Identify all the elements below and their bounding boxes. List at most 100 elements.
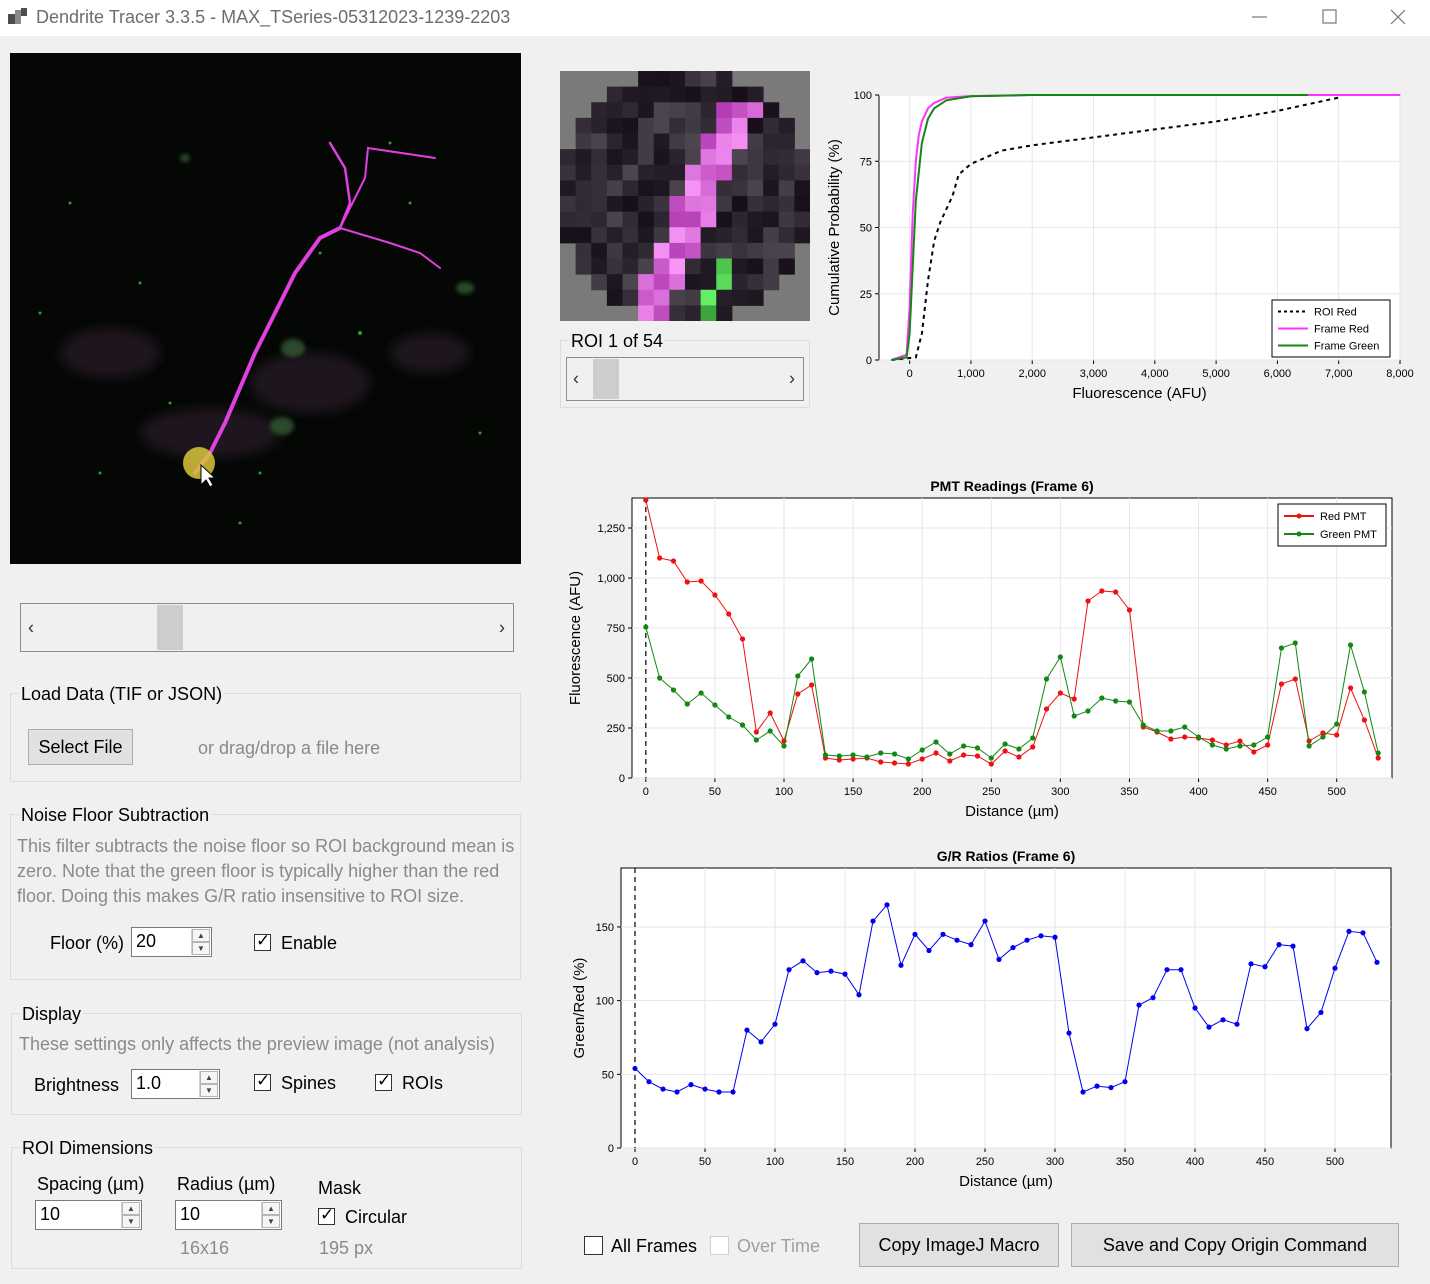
copy-imagej-macro-button[interactable]: Copy ImageJ Macro [859,1223,1059,1267]
roi-pixel [778,196,795,213]
data-point [1262,964,1268,970]
data-point [1375,755,1381,761]
scroll-left-icon[interactable]: ‹ [28,617,34,637]
spin-up-icon[interactable]: ▲ [122,1202,140,1215]
radius-label: Radius (µm) [177,1174,276,1194]
data-point [660,1086,666,1092]
roi-pixel [716,180,733,197]
data-point [1318,1009,1324,1016]
data-point [1209,737,1215,743]
data-point [905,756,911,762]
x-tick-label: 3,000 [1080,368,1108,380]
roi-pixel [638,196,655,213]
roi-pixel [716,196,733,213]
radius-value[interactable]: 10 [180,1204,201,1224]
data-point [1085,598,1091,604]
data-point [1206,1024,1212,1030]
data-point [1043,676,1050,682]
roi-pixel [653,117,670,134]
spines-checkbox[interactable] [254,1071,271,1091]
roi-pixel [700,196,717,213]
circular-label[interactable]: Circular [345,1207,408,1227]
roi-pixel [606,274,623,291]
data-point [974,745,981,751]
roi-pixel [763,117,780,134]
scroll-left-icon[interactable]: ‹ [573,368,579,389]
radius-spinner[interactable]: 10 ▲ ▼ [175,1200,282,1230]
roi-pixel [669,242,686,259]
data-point [1234,1021,1240,1027]
all-frames-label[interactable]: All Frames [611,1236,698,1256]
roi-pixel [747,227,764,244]
spin-up-icon[interactable]: ▲ [192,929,210,942]
floor-value[interactable]: 20 [136,931,157,951]
spin-down-icon[interactable]: ▼ [200,1084,218,1097]
roi-pixel [716,289,733,306]
floor-spinner[interactable]: 20 ▲ ▼ [131,927,212,957]
data-point [1043,706,1050,712]
roi-pixel [778,133,795,150]
scroll-thumb[interactable] [593,359,619,399]
roi-thumbnail [560,71,811,322]
minimize-button[interactable] [1225,0,1295,36]
rois-label[interactable]: ROIs [402,1073,444,1093]
legend-label: Green PMT [1320,529,1377,541]
data-point [822,752,829,758]
all-frames-checkbox[interactable] [584,1236,603,1255]
scroll-right-icon[interactable]: › [499,617,505,637]
roi-pixel [700,305,717,322]
spacing-value[interactable]: 10 [40,1204,61,1224]
spin-down-icon[interactable]: ▼ [122,1215,140,1228]
data-point [726,611,732,617]
roi-pixel [794,211,811,228]
frame-scrollbar[interactable]: ‹ › [20,603,514,652]
roi-pixel [763,211,780,228]
enable-label[interactable]: Enable [281,933,338,953]
roi-scrollbar[interactable]: ‹ › [566,357,804,401]
scroll-right-icon[interactable]: › [789,368,795,389]
neuron-preview-image[interactable] [10,53,521,564]
roi-pixel [778,211,795,228]
roi-pixel [731,289,748,306]
roi-pixel [716,133,733,150]
roi-navigator-group [560,340,810,408]
mask-label: Mask [318,1178,362,1198]
maximize-button[interactable] [1295,0,1365,36]
spacing-spinner[interactable]: 10 ▲ ▼ [35,1200,142,1230]
scroll-thumb[interactable] [157,605,183,650]
spin-up-icon[interactable]: ▲ [200,1071,218,1084]
brightness-spinner[interactable]: 1.0 ▲ ▼ [131,1069,220,1099]
data-point [982,918,988,924]
mask-hint: 195 px [319,1238,374,1258]
select-file-button[interactable]: Select File [28,729,133,765]
spin-down-icon[interactable]: ▼ [262,1215,280,1228]
roi-pixel [731,196,748,213]
roi-pixel [669,164,686,181]
roi-pixel [560,211,577,228]
roi-pixel [716,117,733,134]
roi-pixel [747,289,764,306]
x-tick-label: 8,000 [1386,368,1414,380]
spines-label[interactable]: Spines [281,1073,337,1093]
spin-up-icon[interactable]: ▲ [262,1202,280,1215]
x-tick-label: 50 [699,1156,711,1168]
circular-checkbox[interactable] [318,1205,335,1225]
data-point [1334,732,1340,738]
close-button[interactable] [1363,0,1430,36]
brightness-value[interactable]: 1.0 [136,1073,162,1093]
roi-pixel [685,180,702,197]
spin-down-icon[interactable]: ▼ [192,942,210,955]
save-copy-origin-button[interactable]: Save and Copy Origin Command [1071,1223,1399,1267]
enable-checkbox[interactable] [254,931,271,951]
data-point [919,747,925,753]
roi-pixel [653,242,670,259]
roi-pixel [700,289,717,306]
data-point [974,753,981,759]
y-tick-label: 0 [619,773,625,785]
over-time-checkbox[interactable] [710,1236,729,1255]
drag-drop-hint: or drag/drop a file here [198,738,381,758]
rois-checkbox[interactable] [375,1071,392,1091]
roi-pixel [575,164,592,181]
roi-pixel [731,227,748,244]
over-time-label[interactable]: Over Time [737,1236,821,1256]
